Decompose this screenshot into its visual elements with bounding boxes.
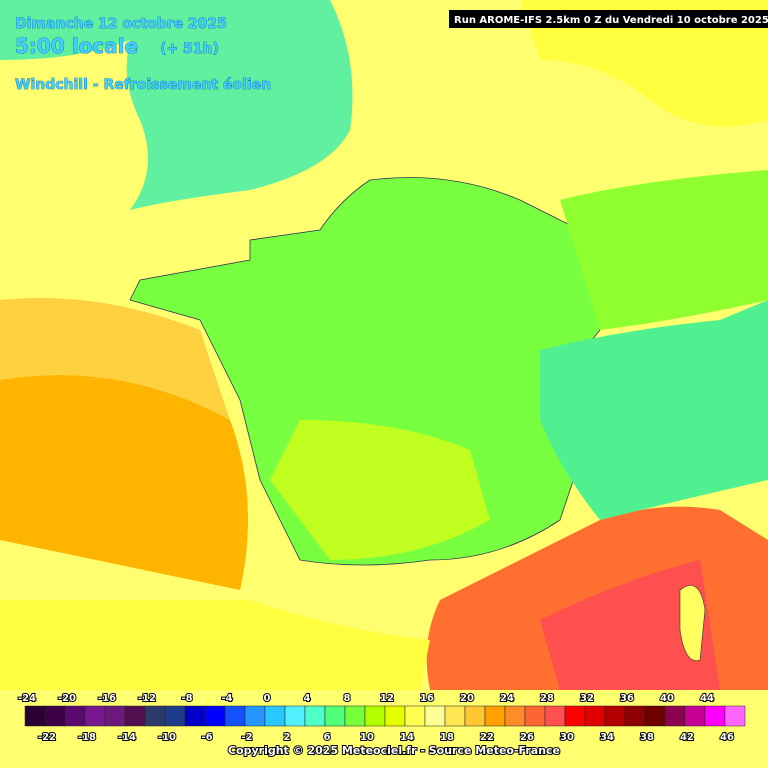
legend-tick-label: -20 <box>58 693 76 704</box>
legend-tick-label: 38 <box>640 732 654 743</box>
legend-swatch <box>364 705 386 727</box>
legend-tick-label: -24 <box>18 693 36 704</box>
atlantic-warm <box>0 375 248 590</box>
legend-swatch <box>84 705 106 727</box>
germany <box>560 170 768 330</box>
legend-swatch <box>644 705 666 727</box>
date: Dimanche 12 octobre 2025 <box>15 16 227 32</box>
legend-tick-label: -18 <box>78 732 96 743</box>
legend-tick-label: -8 <box>181 693 192 704</box>
legend-swatch <box>544 705 566 727</box>
legend-swatch <box>124 705 146 727</box>
legend-tick-label: 12 <box>380 693 394 704</box>
legend-tick-label: 4 <box>304 693 311 704</box>
legend-swatch <box>344 705 366 727</box>
legend-swatch <box>504 705 526 727</box>
lead-time: (+ 51h) <box>160 41 219 57</box>
legend-tick-label: 30 <box>560 732 574 743</box>
france-south <box>270 420 490 560</box>
legend-tick-label: -16 <box>98 693 116 704</box>
legend-tick-label: 0 <box>264 693 271 704</box>
corsica <box>679 585 706 661</box>
legend-tick-label: 40 <box>660 693 674 704</box>
legend-tick-label: 10 <box>360 732 374 743</box>
legend-swatch <box>604 705 626 727</box>
france <box>129 177 601 566</box>
legend-tick-label: -12 <box>138 693 156 704</box>
legend-tick-label: -2 <box>241 732 252 743</box>
legend-tick-label: -14 <box>118 732 136 743</box>
copyright: Copyright © 2025 Meteociel.fr - Source M… <box>228 744 560 757</box>
mediterranean-hot <box>540 560 720 690</box>
legend-swatch <box>44 705 66 727</box>
legend-tick-label: 16 <box>420 693 434 704</box>
legend-tick-label: 42 <box>680 732 694 743</box>
legend-swatch <box>464 705 486 727</box>
run-info: Run AROME-IFS 2.5km 0 Z du Vendredi 10 o… <box>454 15 768 26</box>
legend-swatch <box>264 705 286 727</box>
legend-swatch <box>664 705 686 727</box>
legend-swatch <box>164 705 186 727</box>
legend-tick-label: 18 <box>440 732 454 743</box>
legend-tick-label: -22 <box>38 732 56 743</box>
legend-swatch <box>444 705 466 727</box>
legend-tick-label: -10 <box>158 732 176 743</box>
great-britain <box>0 0 353 210</box>
legend-swatch <box>424 705 446 727</box>
legend-swatch <box>704 705 726 727</box>
legend-swatch <box>564 705 586 727</box>
spain <box>0 600 430 690</box>
run-box <box>449 10 768 28</box>
alps <box>540 300 768 520</box>
legend-tick-label: 28 <box>540 693 554 704</box>
legend-swatch <box>104 705 126 727</box>
legend-swatch <box>144 705 166 727</box>
legend-tick-label: 32 <box>580 693 594 704</box>
legend-tick-label: 20 <box>460 693 474 704</box>
legend-swatch <box>404 705 426 727</box>
legend-swatch <box>524 705 546 727</box>
time: 5:00 locale <box>15 34 138 58</box>
legend-swatch <box>724 705 746 727</box>
legend-swatch <box>24 705 46 727</box>
legend-tick-label: 44 <box>700 693 714 704</box>
legend-tick-label: 26 <box>520 732 534 743</box>
legend-swatch <box>204 705 226 727</box>
legend-tick-label: 22 <box>480 732 494 743</box>
legend-swatch <box>64 705 86 727</box>
legend-swatch <box>284 705 306 727</box>
parameter: Windchill - Refroissement éolien <box>15 77 271 93</box>
legend-tick-label: 6 <box>324 732 331 743</box>
legend-swatch <box>484 705 506 727</box>
legend-tick-label: 8 <box>344 693 351 704</box>
legend-swatch <box>224 705 246 727</box>
legend-swatch <box>384 705 406 727</box>
legend-swatch <box>624 705 646 727</box>
legend-tick-label: 34 <box>600 732 614 743</box>
legend-tick-label: 24 <box>500 693 514 704</box>
legend-swatch <box>244 705 266 727</box>
legend-swatch <box>184 705 206 727</box>
legend-swatch <box>584 705 606 727</box>
legend-swatch <box>684 705 706 727</box>
legend-tick-label: 2 <box>284 732 291 743</box>
legend-tick-label: 46 <box>720 732 734 743</box>
atlantic-mild <box>0 298 230 420</box>
legend: -24-22-20-18-16-14-12-10-8-6-4-202468101… <box>17 692 746 744</box>
north-sea <box>520 0 768 127</box>
legend-tick-label: -4 <box>221 693 232 704</box>
legend-swatch <box>304 705 326 727</box>
legend-tick-label: 36 <box>620 693 634 704</box>
legend-tick-label: 14 <box>400 732 414 743</box>
legend-swatch <box>324 705 346 727</box>
legend-tick-label: -6 <box>201 732 212 743</box>
